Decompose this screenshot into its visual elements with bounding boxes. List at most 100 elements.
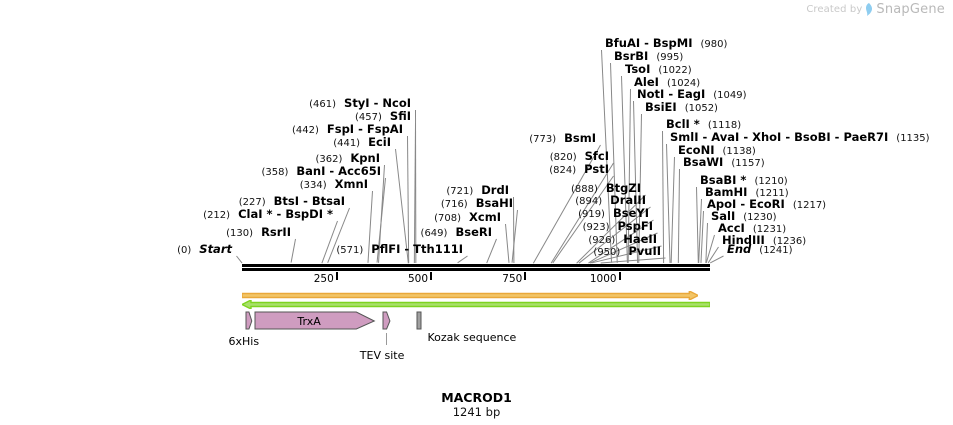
enzyme-label-XmnI[interactable]: (334) XmnI bbox=[0, 178, 368, 192]
enzyme-label-BfuAI[interactable]: BfuAI - BspMI (980) bbox=[605, 37, 727, 51]
orf-arrow-right[interactable] bbox=[241, 291, 698, 300]
orf-arrow-left[interactable] bbox=[241, 300, 710, 309]
enzyme-label-BsaBI[interactable]: BsaBI * (1210) bbox=[700, 174, 788, 188]
enzyme-position: (995) bbox=[656, 52, 684, 63]
enzyme-label-PvuII[interactable]: (950) PvuII bbox=[0, 245, 661, 259]
enzyme-label-BclI[interactable]: BclI * (1118) bbox=[666, 118, 741, 132]
feature-kozak-sequence[interactable] bbox=[416, 311, 423, 331]
enzyme-name: ApoI bbox=[707, 197, 737, 211]
enzyme-position: (649) bbox=[420, 228, 448, 239]
feature-6xhis[interactable] bbox=[245, 311, 254, 331]
enzyme-name: PflFI bbox=[371, 242, 401, 256]
enzyme-name: BanI bbox=[296, 164, 326, 178]
enzyme-label-PspFI[interactable]: (923) PspFI bbox=[0, 220, 653, 234]
enzyme-leader-line bbox=[666, 143, 671, 264]
feature-trxa[interactable] bbox=[254, 311, 376, 331]
enzyme-separator: - bbox=[698, 130, 712, 144]
enzyme-label-BsaHI[interactable]: (716) BsaHI bbox=[0, 197, 513, 211]
enzyme-name: SalI bbox=[711, 209, 736, 223]
enzyme-label-AccI[interactable]: AccI (1231) bbox=[718, 222, 786, 236]
enzyme-label-AleI[interactable]: AleI (1024) bbox=[634, 76, 700, 90]
enzyme-label-FspI[interactable]: (442) FspI - FspAI bbox=[0, 123, 403, 137]
enzyme-position: (1236) bbox=[772, 236, 807, 247]
enzyme-position: (1210) bbox=[754, 176, 788, 187]
enzyme-separator: - bbox=[736, 197, 750, 211]
enzyme-separator: - bbox=[272, 207, 286, 221]
enzyme-position: (919) bbox=[578, 209, 605, 220]
enzyme-position: (1052) bbox=[684, 103, 718, 114]
enzyme-separator: - bbox=[739, 130, 753, 144]
feature-label-6xhis: 6xHis bbox=[228, 335, 260, 348]
enzyme-label-BsrBI[interactable]: BsrBI (995) bbox=[614, 50, 683, 64]
enzyme-name: TsoI bbox=[625, 62, 651, 76]
enzyme-label-ClaI[interactable]: (212) ClaI * - BspDI * bbox=[0, 208, 333, 222]
terminal-label-end[interactable]: End (1241) bbox=[727, 243, 793, 257]
enzyme-label-HindIII[interactable]: HindIII (1236) bbox=[722, 234, 806, 248]
enzyme-name: BtgZI bbox=[605, 181, 641, 195]
enzyme-position: (1217) bbox=[792, 200, 827, 211]
enzyme-label-BtsI[interactable]: (227) BtsI - BtsaI bbox=[0, 195, 345, 209]
enzyme-position: (1138) bbox=[722, 146, 756, 157]
enzyme-name: SfiI bbox=[389, 109, 411, 123]
enzyme-position: (571) bbox=[336, 245, 364, 256]
enzyme-position: (130) bbox=[226, 228, 254, 239]
enzyme-position: (212) bbox=[203, 210, 231, 221]
enzyme-label-SalI[interactable]: SalI (1230) bbox=[711, 210, 777, 224]
ruler-tick-label-1000: 1000 bbox=[589, 273, 617, 285]
enzyme-name: StyI bbox=[344, 96, 370, 110]
snapgene-watermark: Created by SnapGene bbox=[806, 2, 945, 17]
enzyme-leader-line bbox=[662, 130, 665, 263]
enzyme-position: (1118) bbox=[707, 120, 742, 131]
enzyme-label-BseYI[interactable]: (919) BseYI bbox=[0, 207, 649, 221]
enzyme-label-BsmI[interactable]: (773) BsmI bbox=[0, 132, 596, 146]
enzyme-label-EciI[interactable]: (441) EciI bbox=[0, 136, 391, 150]
enzyme-label-DrdI[interactable]: (721) DrdI bbox=[0, 184, 509, 198]
enzyme-name: BamHI bbox=[705, 185, 748, 199]
enzyme-position: (773) bbox=[529, 134, 557, 145]
enzyme-separator: - bbox=[325, 164, 339, 178]
enzyme-name: BseYI bbox=[612, 206, 649, 220]
enzyme-label-NotI[interactable]: NotI - EagI (1049) bbox=[637, 88, 747, 102]
enzyme-label-TsoI[interactable]: TsoI (1022) bbox=[625, 63, 692, 77]
enzyme-label-BseRI[interactable]: (649) BseRI bbox=[0, 226, 492, 240]
enzyme-name: AccI bbox=[718, 221, 745, 235]
enzyme-label-BsaWI[interactable]: BsaWI (1157) bbox=[683, 156, 765, 170]
enzyme-name: Acc65I bbox=[338, 164, 381, 178]
enzyme-label-DraIII[interactable]: (894) DraIII bbox=[0, 194, 646, 208]
enzyme-separator: - bbox=[354, 122, 367, 136]
enzyme-label-BsiEI[interactable]: BsiEI (1052) bbox=[645, 101, 718, 115]
enzyme-name: PstI bbox=[584, 162, 609, 176]
enzyme-position: (362) bbox=[315, 154, 343, 165]
enzyme-name: EagI bbox=[677, 87, 706, 101]
enzyme-separator: - bbox=[664, 87, 678, 101]
feature-tev-site[interactable] bbox=[382, 311, 392, 331]
enzyme-label-XcmI[interactable]: (708) XcmI bbox=[0, 211, 501, 225]
enzyme-label-PflFI[interactable]: (571) PflFI - Tth111I bbox=[0, 243, 463, 257]
enzyme-label-ApoI[interactable]: ApoI - EcoRI (1217) bbox=[707, 198, 826, 212]
enzyme-label-BamHI[interactable]: BamHI (1211) bbox=[705, 186, 789, 200]
enzyme-label-SmlI[interactable]: SmlI - AvaI - XhoI - BsoBI - PaeR7I (113… bbox=[670, 131, 930, 145]
enzyme-label-KpnI[interactable]: (362) KpnI bbox=[0, 152, 380, 166]
enzyme-label-BtgZI[interactable]: (888) BtgZI bbox=[0, 182, 641, 196]
enzyme-position: (980) bbox=[700, 39, 728, 50]
enzyme-name: RsrII bbox=[261, 225, 291, 239]
enzyme-position: (441) bbox=[333, 138, 361, 149]
enzyme-label-StyI[interactable]: (461) StyI - NcoI bbox=[0, 97, 411, 111]
enzyme-name: BsaWI bbox=[683, 155, 724, 169]
enzyme-position: (1135) bbox=[896, 133, 930, 144]
enzyme-name: BsaBI * bbox=[700, 173, 747, 187]
enzyme-name: BspMI bbox=[652, 36, 693, 50]
enzyme-name: BtsaI bbox=[311, 194, 345, 208]
terminal-label-start[interactable]: (0) Start bbox=[0, 243, 232, 257]
enzyme-label-SfcI[interactable]: (820) SfcI bbox=[0, 150, 609, 164]
enzyme-name: EciI bbox=[368, 135, 391, 149]
enzyme-label-EcoNI[interactable]: EcoNI (1138) bbox=[678, 144, 756, 158]
enzyme-label-SfiI[interactable]: (457) SfiI bbox=[0, 110, 411, 124]
enzyme-position: (923) bbox=[582, 222, 610, 233]
enzyme-position: (1231) bbox=[752, 224, 787, 235]
enzyme-label-RsrII[interactable]: (130) RsrII bbox=[0, 226, 291, 240]
enzyme-label-BanI[interactable]: (358) BanI - Acc65I bbox=[0, 165, 381, 179]
enzyme-label-PstI[interactable]: (824) PstI bbox=[0, 163, 609, 177]
enzyme-position: (1230) bbox=[743, 212, 777, 223]
enzyme-label-HaeII[interactable]: (926) HaeII bbox=[0, 233, 657, 247]
